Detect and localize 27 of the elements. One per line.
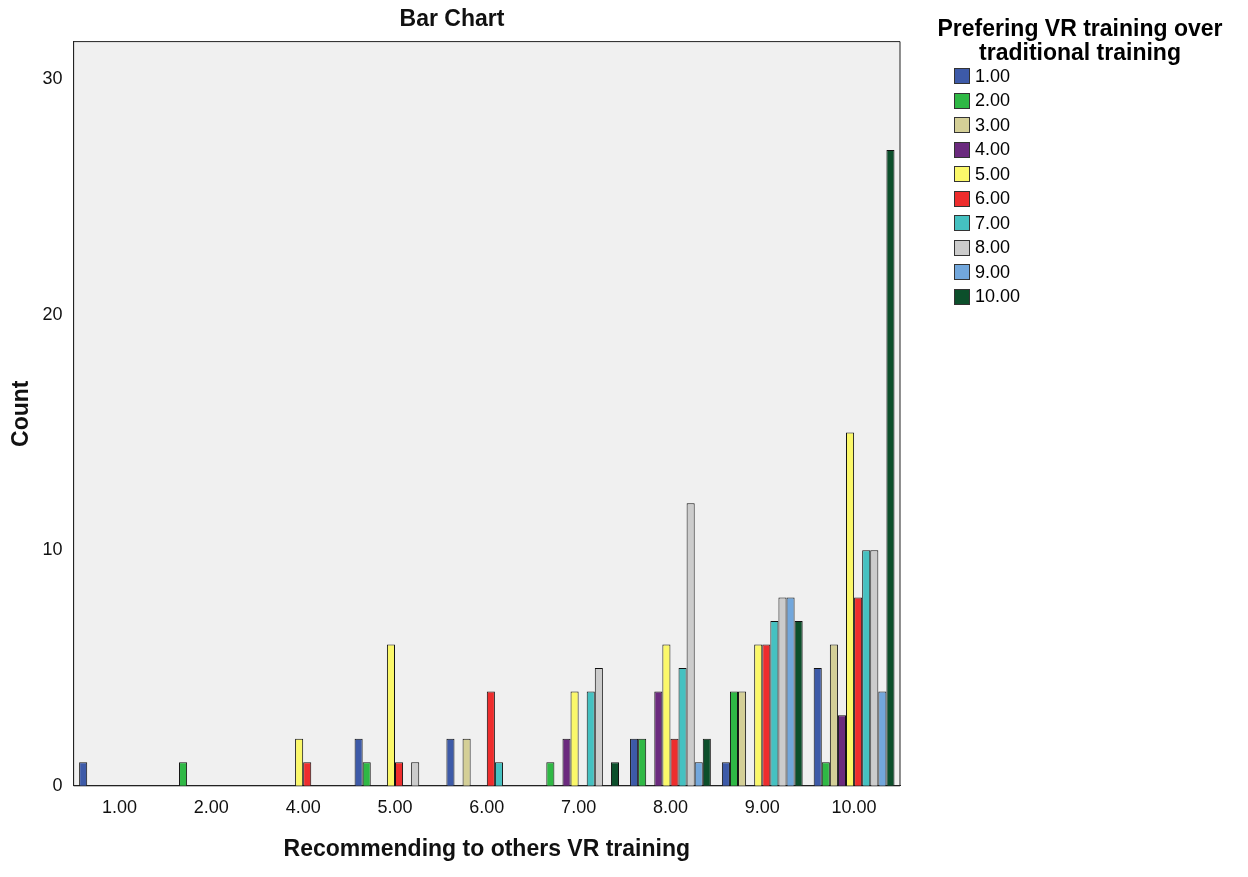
legend-label: 1.00 xyxy=(975,65,1011,87)
legend-label: 2.00 xyxy=(975,90,1011,112)
x-tick-label: 5.00 xyxy=(377,796,413,817)
y-tick-label: 20 xyxy=(42,303,63,324)
x-tick-label: 1.00 xyxy=(102,796,138,817)
x-axis-title: Recommending to others VR training xyxy=(283,834,690,861)
legend-label: 9.00 xyxy=(975,261,1011,283)
x-tick-label: 9.00 xyxy=(744,796,780,817)
x-tick-label: 7.00 xyxy=(561,796,597,817)
legend-label: 7.00 xyxy=(975,212,1011,234)
y-tick-label: 30 xyxy=(42,68,63,89)
legend-label: 4.00 xyxy=(975,139,1011,161)
legend-title: Prefering VR training over traditional training xyxy=(936,15,1224,65)
legend-label: 5.00 xyxy=(975,163,1011,185)
legend-label: 6.00 xyxy=(975,188,1011,210)
x-tick-label: 6.00 xyxy=(469,796,505,817)
x-tick-label: 8.00 xyxy=(652,796,688,817)
legend-label: 8.00 xyxy=(975,237,1011,259)
x-tick-label: 4.00 xyxy=(285,796,321,817)
x-tick-label: 10.00 xyxy=(831,796,877,817)
y-tick-label: 0 xyxy=(52,774,63,795)
chart-title: Bar Chart xyxy=(399,5,505,32)
legend-label: 10.00 xyxy=(975,286,1021,308)
y-axis-title: Count xyxy=(7,380,34,447)
x-tick-label: 2.00 xyxy=(193,796,229,817)
y-tick-label: 10 xyxy=(42,539,63,560)
legend-label: 3.00 xyxy=(975,114,1011,136)
